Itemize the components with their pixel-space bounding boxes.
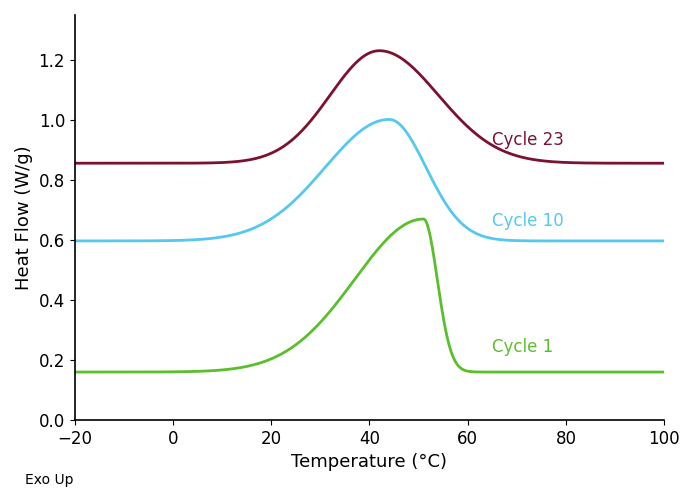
Text: Cycle 1: Cycle 1 bbox=[492, 337, 553, 356]
Text: Cycle 23: Cycle 23 bbox=[492, 131, 564, 149]
Y-axis label: Heat Flow (W/g): Heat Flow (W/g) bbox=[15, 145, 33, 290]
Text: Exo Up: Exo Up bbox=[25, 473, 73, 487]
X-axis label: Temperature (°C): Temperature (°C) bbox=[291, 453, 448, 472]
Text: Cycle 10: Cycle 10 bbox=[492, 212, 564, 230]
